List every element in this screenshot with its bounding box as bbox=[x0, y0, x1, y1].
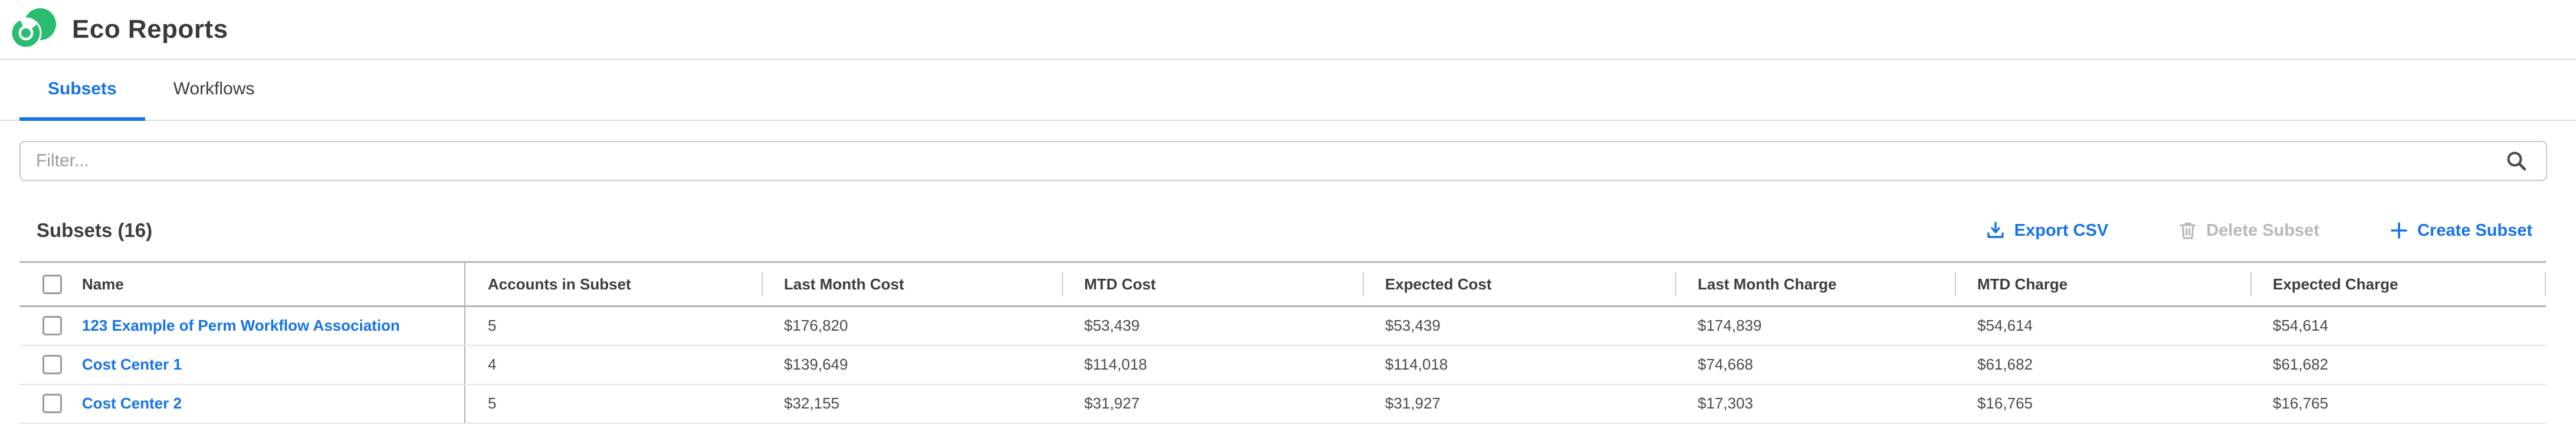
tab-strip: Subsets Workflows bbox=[0, 59, 2576, 121]
export-csv-label: Export CSV bbox=[2014, 220, 2109, 240]
tab-workflows-label: Workflows bbox=[173, 78, 255, 98]
delete-subset-label: Delete Subset bbox=[2206, 220, 2319, 240]
select-all-checkbox[interactable] bbox=[42, 274, 62, 294]
cell-last-month-cost: $176,820 bbox=[762, 306, 1062, 346]
cell-expected-charge: $16,765 bbox=[2250, 384, 2546, 424]
column-header-mtd-cost: MTD Cost bbox=[1062, 261, 1363, 307]
cell-expected-charge: $54,614 bbox=[2250, 306, 2546, 346]
cell-last-month-cost: $32,155 bbox=[762, 384, 1062, 424]
column-header-last-month-cost: Last Month Cost bbox=[762, 261, 1062, 307]
cell-last-month-charge: $17,303 bbox=[1675, 384, 1955, 424]
cell-mtd-charge: $54,614 bbox=[1955, 306, 2250, 346]
export-csv-button[interactable]: Export CSV bbox=[1986, 220, 2109, 240]
cell-accounts: 4 bbox=[465, 345, 762, 385]
column-header-accounts: Accounts in Subset bbox=[465, 261, 762, 307]
subset-name-link[interactable]: Cost Center 1 bbox=[82, 355, 182, 373]
trash-icon bbox=[2179, 221, 2197, 240]
delete-subset-button[interactable]: Delete Subset bbox=[2179, 221, 2319, 240]
subset-name-link[interactable]: Cost Center 2 bbox=[82, 394, 182, 412]
table-row: Cost Center 2 5 $32,155 $31,927 $31,927 … bbox=[19, 384, 2546, 424]
create-subset-button[interactable]: Create Subset bbox=[2390, 221, 2532, 240]
create-subset-label: Create Subset bbox=[2417, 220, 2532, 240]
column-header-name: Name bbox=[82, 275, 124, 293]
subsets-table: Name Accounts in Subset Last Month Cost … bbox=[19, 261, 2546, 424]
cell-expected-cost: $31,927 bbox=[1363, 384, 1675, 424]
cell-expected-cost: $53,439 bbox=[1363, 306, 1675, 346]
cell-mtd-charge: $16,765 bbox=[1955, 384, 2250, 424]
column-header-last-month-charge: Last Month Charge bbox=[1675, 261, 1955, 307]
section-bar: Subsets (16) Export CSV Delete Subset bbox=[37, 218, 2532, 243]
app-logo-icon bbox=[9, 8, 58, 51]
tab-subsets[interactable]: Subsets bbox=[19, 60, 145, 121]
subset-name-link[interactable]: 123 Example of Perm Workflow Association bbox=[82, 317, 400, 335]
cell-accounts: 5 bbox=[465, 306, 762, 346]
column-header-expected-charge: Expected Charge bbox=[2250, 261, 2546, 307]
cell-mtd-cost: $53,439 bbox=[1062, 306, 1363, 346]
row-checkbox[interactable] bbox=[42, 316, 62, 336]
download-icon bbox=[1986, 221, 2005, 240]
cell-mtd-cost: $31,927 bbox=[1062, 384, 1363, 424]
action-buttons: Export CSV Delete Subset Create Subset bbox=[1986, 221, 2532, 240]
cell-last-month-cost: $139,649 bbox=[762, 345, 1062, 385]
table-header: Name Accounts in Subset Last Month Cost … bbox=[19, 261, 2546, 307]
tab-subsets-label: Subsets bbox=[48, 78, 117, 98]
cell-last-month-charge: $174,839 bbox=[1675, 306, 1955, 346]
page-title: Eco Reports bbox=[72, 15, 228, 44]
table-row: Cost Center 1 4 $139,649 $114,018 $114,0… bbox=[19, 345, 2546, 385]
row-checkbox[interactable] bbox=[42, 355, 62, 374]
cell-mtd-charge: $61,682 bbox=[1955, 345, 2250, 385]
app-header: Eco Reports bbox=[0, 0, 2576, 59]
section-title: Subsets (16) bbox=[37, 219, 153, 241]
plus-icon bbox=[2390, 222, 2408, 239]
filter-container bbox=[19, 141, 2547, 181]
column-header-expected-cost: Expected Cost bbox=[1363, 261, 1675, 307]
table-body: 123 Example of Perm Workflow Association… bbox=[19, 306, 2546, 424]
tab-workflows[interactable]: Workflows bbox=[145, 60, 283, 121]
row-checkbox[interactable] bbox=[42, 394, 62, 413]
search-icon bbox=[2505, 149, 2528, 173]
cell-mtd-cost: $114,018 bbox=[1062, 345, 1363, 385]
cell-expected-cost: $114,018 bbox=[1363, 345, 1675, 385]
table-row: 123 Example of Perm Workflow Association… bbox=[19, 306, 2546, 346]
cell-expected-charge: $61,682 bbox=[2250, 345, 2546, 385]
filter-input[interactable] bbox=[19, 141, 2547, 181]
cell-accounts: 5 bbox=[465, 384, 762, 424]
column-header-mtd-charge: MTD Charge bbox=[1955, 261, 2250, 307]
cell-last-month-charge: $74,668 bbox=[1675, 345, 1955, 385]
